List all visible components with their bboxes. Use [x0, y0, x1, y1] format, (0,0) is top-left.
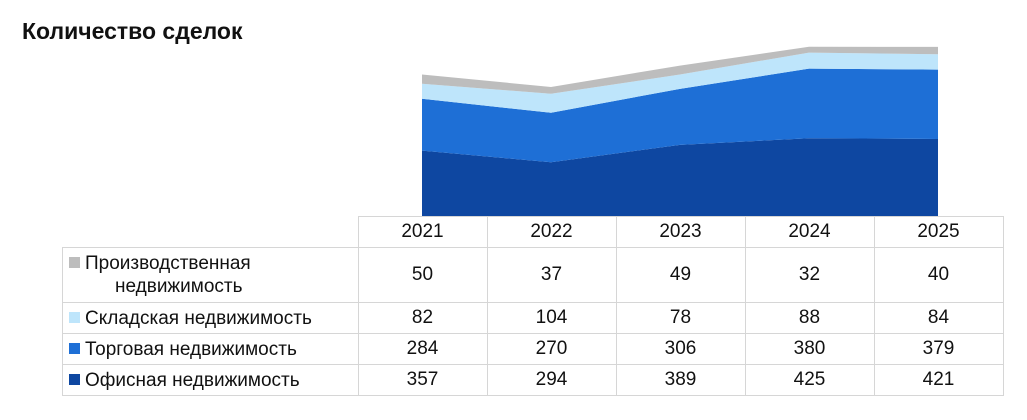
table-row: Производственная недвижимость 50 37 49 32… [62, 247, 1004, 303]
data-label: 50 [357, 247, 488, 303]
year-header: 2022 [486, 216, 617, 248]
legend-entry-warehouse: Складская недвижимость [62, 302, 359, 334]
legend-label: Офисная недвижимость [85, 369, 300, 391]
legend-label: недвижимость [115, 276, 243, 297]
data-label: 284 [357, 333, 488, 365]
table-row: Офисная недвижимость 357 294 389 425 421 [62, 364, 1004, 396]
year-header: 2025 [873, 216, 1004, 248]
data-label: 84 [873, 302, 1004, 334]
data-label: 270 [486, 333, 617, 365]
area-series [422, 46, 938, 94]
data-label: 294 [486, 364, 617, 396]
header-row: 2021 2022 2023 2024 2025 [62, 216, 1004, 248]
stacked-area-chart [422, 46, 938, 216]
data-label: 49 [615, 247, 746, 303]
year-header: 2024 [744, 216, 875, 248]
chart-title: Количество сделок [22, 18, 243, 44]
legend-swatch [69, 257, 80, 268]
data-label: 379 [873, 333, 1004, 365]
legend-swatch [69, 342, 80, 354]
data-label: 37 [486, 247, 617, 303]
corner-cell [62, 216, 359, 248]
data-label: 389 [615, 364, 746, 396]
data-label: 425 [744, 364, 875, 396]
data-label: 82 [357, 302, 488, 334]
data-label: 40 [873, 247, 1004, 303]
legend-swatch [69, 311, 80, 323]
data-label: 32 [744, 247, 875, 303]
area-series [422, 138, 938, 216]
legend-entry-office: Офисная недвижимость [62, 364, 359, 396]
table-row: Складская недвижимость 82 104 78 88 84 [62, 302, 1004, 334]
year-header: 2021 [357, 216, 488, 248]
data-label: 306 [615, 333, 746, 365]
data-label: 380 [744, 333, 875, 365]
legend-swatch [69, 373, 80, 385]
data-table: 2021 2022 2023 2024 2025 Производственна… [62, 216, 1004, 396]
data-label: 78 [615, 302, 746, 334]
legend-entry-retail: Торговая недвижимость [62, 333, 359, 365]
legend-entry-production: Производственная недвижимость [62, 247, 359, 303]
data-label: 357 [357, 364, 488, 396]
year-header: 2023 [615, 216, 746, 248]
legend-label: Складская недвижимость [85, 307, 312, 329]
area-series [422, 68, 938, 163]
data-label: 104 [486, 302, 617, 334]
data-label: 421 [873, 364, 1004, 396]
legend-label: Торговая недвижимость [85, 338, 297, 360]
table-row: Торговая недвижимость 284 270 306 380 37… [62, 333, 1004, 365]
area-series [422, 52, 938, 113]
data-label: 88 [744, 302, 875, 334]
legend-label: Производственная [85, 253, 251, 274]
